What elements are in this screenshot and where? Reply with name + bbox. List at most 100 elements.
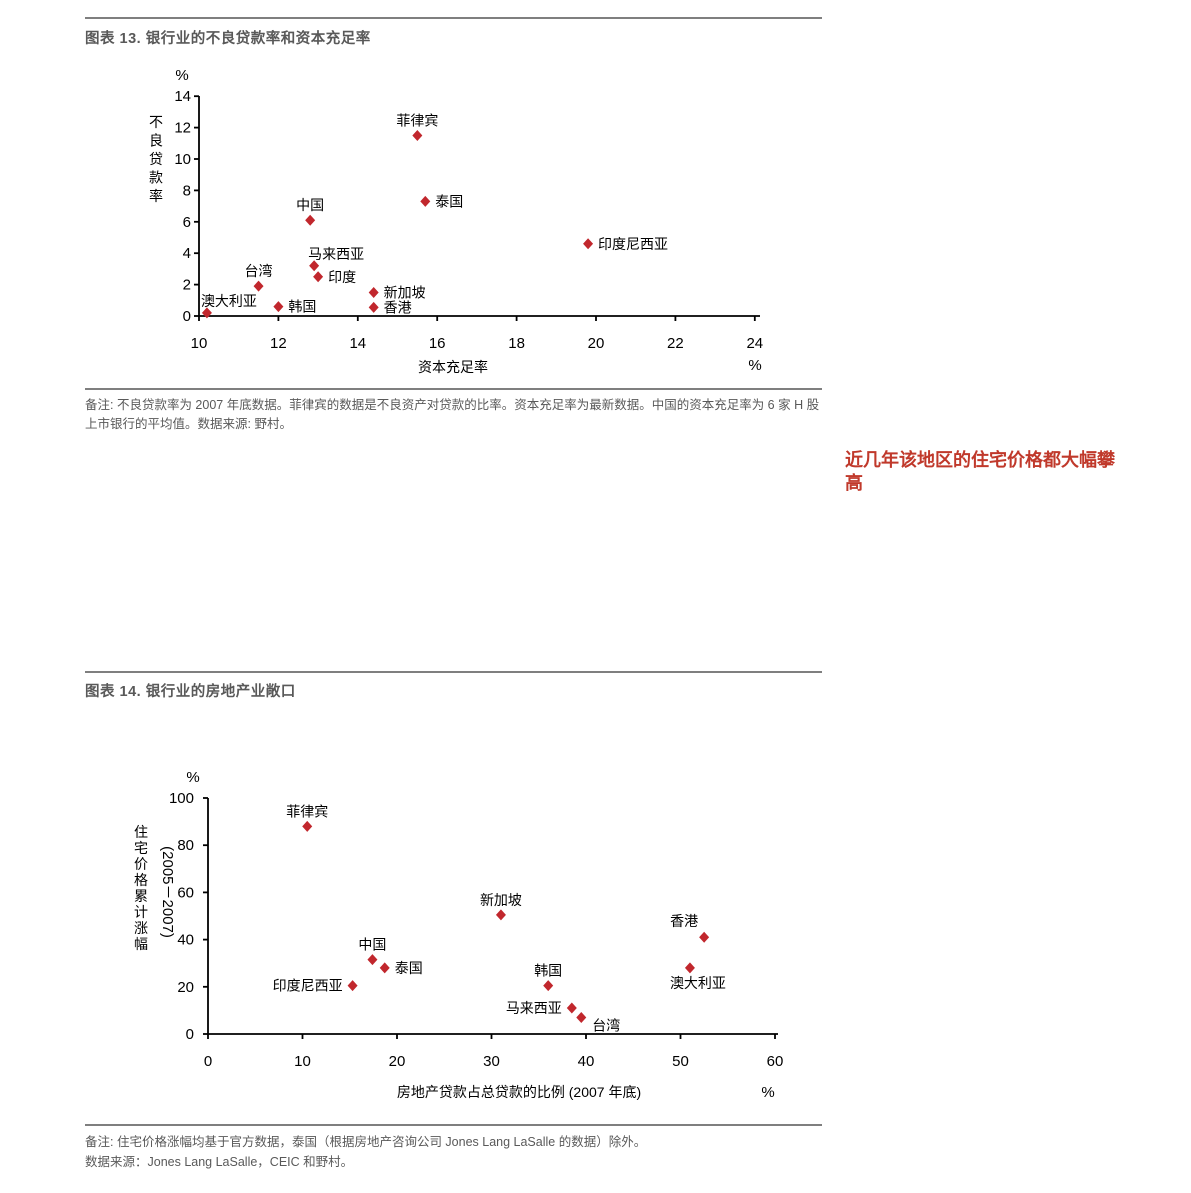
point-label: 菲律宾 <box>286 803 328 819</box>
y-axis-title-char: 累 <box>134 888 148 904</box>
y-axis-title-char: 涨 <box>134 920 148 936</box>
point-marker <box>313 271 324 283</box>
y-tick-label: 60 <box>177 884 194 901</box>
y-tick-label: 4 <box>183 245 191 262</box>
point-marker <box>347 980 358 992</box>
point-marker <box>367 954 378 966</box>
point-marker <box>273 301 284 313</box>
point-label: 印度尼西亚 <box>598 236 668 252</box>
point-marker <box>699 931 710 943</box>
x-axis-unit: % <box>761 1084 774 1101</box>
y-axis-title-char: 格 <box>134 872 148 888</box>
point-label: 新加坡 <box>384 284 426 300</box>
point-label: 新加坡 <box>480 892 522 908</box>
divider-top <box>85 17 822 19</box>
point-label: 菲律宾 <box>396 112 438 128</box>
x-tick-label: 24 <box>746 335 763 352</box>
y-tick-label: 14 <box>174 88 191 105</box>
point-marker <box>576 1011 587 1023</box>
y-tick-label: 8 <box>183 182 191 199</box>
figure13-title: 图表 13. 银行业的不良贷款率和资本充足率 <box>85 31 371 47</box>
point-marker <box>305 214 316 226</box>
y-tick-label: 0 <box>186 1026 194 1043</box>
point-label: 台湾 <box>592 1017 620 1033</box>
y-tick-label: 6 <box>183 214 191 231</box>
x-tick-label: 16 <box>429 335 446 352</box>
y-axis-subtitle: (2005－2007) <box>159 846 176 938</box>
figure14-scatter-plot: 0 10 20 30 40 50 60 0 20 40 60 80 100%% 房地产贷款占总贷款的比例 … <box>134 769 784 1101</box>
x-tick-label: 20 <box>588 335 605 352</box>
point-label: 马来西亚 <box>506 1000 562 1016</box>
y-axis-title-char: 款 <box>149 170 163 186</box>
point-label: 澳大利亚 <box>670 975 726 991</box>
y-axis-unit: % <box>186 769 199 786</box>
y-tick-label: 40 <box>177 932 194 949</box>
divider-figure14-note <box>85 1124 822 1126</box>
y-axis-title-char: 幅 <box>134 936 148 952</box>
point-label: 印度 <box>328 269 356 285</box>
x-tick-label: 30 <box>483 1053 500 1070</box>
point-label: 韩国 <box>288 299 316 315</box>
point-marker <box>684 962 695 974</box>
x-axis-title: 房地产贷款占总贷款的比例 (2007 年底) <box>397 1084 641 1100</box>
y-axis-title-char: 不 <box>149 114 163 130</box>
y-tick-label: 80 <box>177 837 194 854</box>
point-marker <box>253 280 264 292</box>
y-axis-title-char: 宅 <box>134 840 148 856</box>
x-tick-label: 50 <box>672 1053 689 1070</box>
point-marker <box>309 260 320 272</box>
x-tick-label: 20 <box>389 1053 406 1070</box>
divider-figure14 <box>85 671 822 673</box>
point-marker <box>543 980 554 992</box>
point-marker <box>412 129 423 141</box>
point-label: 香港 <box>670 913 698 929</box>
point-marker <box>201 307 212 319</box>
x-tick-label: 0 <box>204 1053 212 1070</box>
y-axis-title-char: 率 <box>149 188 163 204</box>
x-tick-label: 14 <box>349 335 366 352</box>
point-marker <box>368 286 379 298</box>
point-marker <box>302 820 313 832</box>
x-tick-label: 10 <box>294 1053 311 1070</box>
y-tick-label: 100 <box>169 790 194 807</box>
point-label: 中国 <box>296 197 324 213</box>
y-tick-label: 2 <box>183 277 191 294</box>
x-tick-label: 10 <box>191 335 208 352</box>
x-tick-label: 12 <box>270 335 287 352</box>
x-tick-label: 18 <box>508 335 525 352</box>
point-label: 泰国 <box>395 960 423 976</box>
point-marker <box>368 301 379 313</box>
margin-note: 近几年该地区的住宅价格都大幅攀高 <box>845 450 1115 494</box>
y-axis-title-char: 良 <box>149 133 163 149</box>
point-marker <box>379 962 390 974</box>
point-label: 澳大利亚 <box>201 293 257 309</box>
point-label: 台湾 <box>245 263 273 279</box>
figure14-note-line1: 备注: 住宅价格涨幅均基于官方数据，泰国（根据房地产咨询公司 Jones Lan… <box>85 1135 647 1149</box>
figure13-chart: 10 12 14 16 18 20 22 24 0 2 4 6 8 10 12 14%% 资本充足率不良贷款率澳… <box>143 58 783 386</box>
figure13-scatter-plot: 10 12 14 16 18 20 22 2402468101214%%资本充足率不良贷款率澳… <box>149 67 763 375</box>
y-axis-title-char: 计 <box>134 904 148 920</box>
x-tick-label: 60 <box>767 1053 784 1070</box>
point-label: 泰国 <box>435 193 463 209</box>
x-tick-label: 22 <box>667 335 684 352</box>
point-label: 马来西亚 <box>308 246 364 262</box>
figure14-chart: 0 10 20 30 40 50 60 0 20 40 60 80 100%% 房地产贷款占总贷款的比例 … <box>118 740 798 1112</box>
point-marker <box>420 195 431 207</box>
point-marker <box>566 1002 577 1014</box>
point-label: 香港 <box>384 299 412 315</box>
y-tick-label: 12 <box>174 120 191 137</box>
figure14-title: 图表 14. 银行业的房地产业敞口 <box>85 684 296 700</box>
point-marker <box>495 909 506 921</box>
y-tick-label: 10 <box>174 151 191 168</box>
y-tick-label: 0 <box>183 308 191 325</box>
point-label: 印度尼西亚 <box>273 978 343 994</box>
divider-figure13-note <box>85 388 822 390</box>
figure13-note: 备注: 不良贷款率为 2007 年底数据。菲律宾的数据是不良资产对贷款的比率。资… <box>85 398 820 432</box>
x-tick-label: 40 <box>578 1053 595 1070</box>
x-axis-title: 资本充足率 <box>418 359 488 375</box>
point-label: 韩国 <box>534 963 562 979</box>
y-axis-title-char: 住 <box>134 824 148 840</box>
figure14-note-line2: 数据来源：Jones Lang LaSalle，CEIC 和野村。 <box>85 1155 354 1169</box>
point-label: 中国 <box>358 937 386 953</box>
y-tick-label: 20 <box>177 979 194 996</box>
